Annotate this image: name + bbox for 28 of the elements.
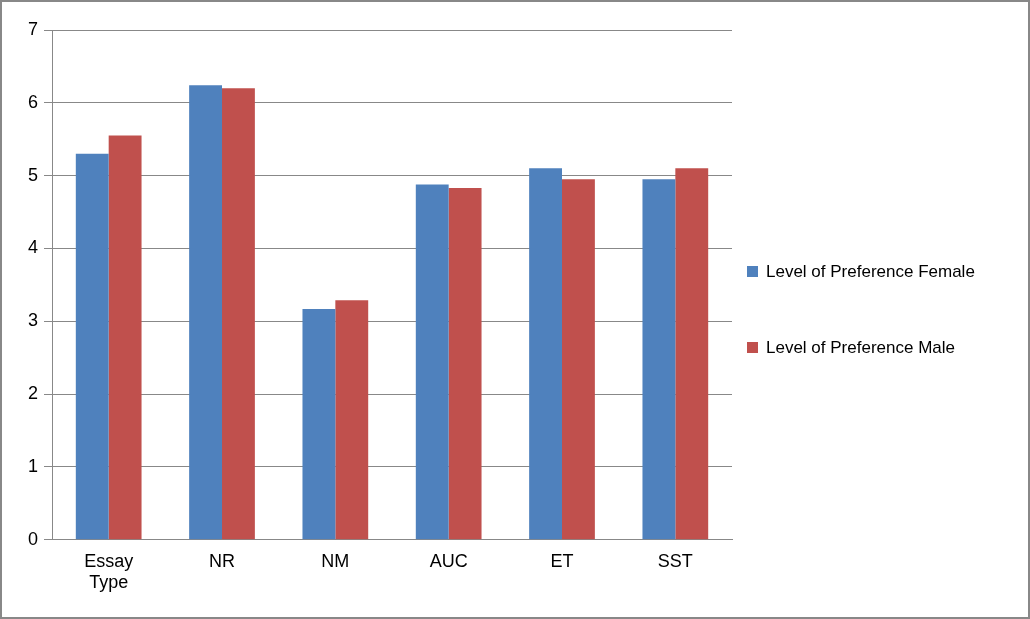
y-tick-label: 7 xyxy=(28,18,39,39)
x-tick-label: AUC xyxy=(429,550,468,571)
y-tick-label: 3 xyxy=(28,310,39,331)
x-tick-label: ET xyxy=(550,550,574,571)
bar xyxy=(189,85,223,540)
legend-label: Level of Preference Male xyxy=(766,337,955,358)
y-tick-label: 6 xyxy=(28,91,39,112)
y-tick-label: 2 xyxy=(28,383,39,404)
bar xyxy=(108,135,142,540)
y-tick-label: 4 xyxy=(28,237,39,258)
bar xyxy=(302,308,336,540)
bar xyxy=(562,179,595,540)
bar xyxy=(415,184,449,540)
bar xyxy=(529,168,562,540)
bar xyxy=(222,88,255,540)
x-tick-label: Essay Type xyxy=(84,550,134,593)
legend-label: Level of Preference Female xyxy=(766,261,975,282)
bar xyxy=(75,153,109,540)
x-tick-label: NR xyxy=(209,550,236,571)
y-tick-label: 1 xyxy=(28,455,39,476)
bar xyxy=(335,300,369,540)
bar xyxy=(448,188,482,540)
x-tick-label: NM xyxy=(321,550,350,571)
y-tick-label: 0 xyxy=(28,528,39,549)
bar xyxy=(642,179,676,540)
y-tick-label: 5 xyxy=(28,164,39,185)
x-tick-label: SST xyxy=(657,550,693,571)
bar xyxy=(675,168,709,540)
